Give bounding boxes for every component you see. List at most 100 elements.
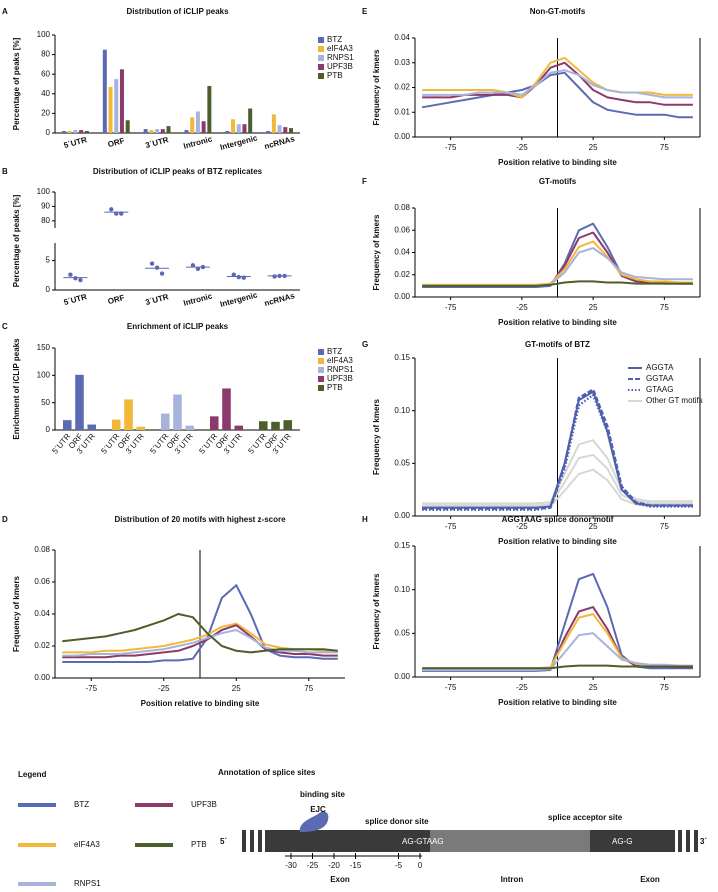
replicate-point bbox=[200, 264, 206, 270]
bar bbox=[207, 85, 212, 133]
legend-label: PTB bbox=[327, 383, 343, 392]
bar bbox=[234, 425, 244, 430]
legend-label: eIF4A3 bbox=[74, 840, 100, 849]
y-tick-label: 100 bbox=[37, 30, 51, 39]
bar bbox=[155, 129, 160, 133]
x-tick-label: Intronic bbox=[182, 134, 213, 150]
x-tick-label: Intronic bbox=[182, 291, 213, 307]
bar bbox=[271, 114, 276, 133]
panel-letter: F bbox=[362, 177, 367, 186]
panel-letter: H bbox=[362, 515, 368, 524]
bar bbox=[108, 86, 113, 133]
bar bbox=[166, 126, 171, 133]
legend-label: RNPS1 bbox=[327, 53, 354, 62]
end-stripe bbox=[242, 830, 246, 852]
y-tick-label: 0.08 bbox=[394, 203, 410, 212]
x-tick-label: Intergenic bbox=[219, 133, 259, 152]
donor-sequence: AG-GTAAG bbox=[402, 837, 444, 846]
x-tick-label: -75 bbox=[445, 522, 457, 531]
y-tick-label: 80 bbox=[41, 216, 50, 225]
legend-label: PTB bbox=[191, 840, 207, 849]
y-tick-label: 60 bbox=[41, 69, 50, 78]
y-tick-label: 0.10 bbox=[394, 585, 410, 594]
x-axis-title: Position relative to binding site bbox=[498, 318, 617, 327]
legend-label: BTZ bbox=[74, 800, 89, 809]
bar bbox=[231, 119, 236, 133]
y-tick-label: 0.02 bbox=[394, 83, 410, 92]
bar bbox=[67, 131, 72, 133]
x-tick-label: 25 bbox=[589, 522, 598, 531]
legend-label: eIF4A3 bbox=[327, 356, 353, 365]
x-tick-label: ORF bbox=[107, 136, 126, 149]
y-tick-label: 0.03 bbox=[394, 58, 410, 67]
x-tick-label: 75 bbox=[660, 143, 669, 152]
y-axis-title: Percentage of peaks [%] bbox=[12, 37, 21, 130]
bar bbox=[248, 108, 253, 133]
x-axis-title: Position relative to binding site bbox=[141, 699, 260, 708]
x-tick-label: 75 bbox=[660, 522, 669, 531]
y-tick-label: 0.01 bbox=[394, 107, 410, 116]
end-stripe bbox=[258, 830, 262, 852]
y-axis-title: Frequency of kmers bbox=[372, 573, 381, 650]
x-axis-title: Position relative to binding site bbox=[498, 537, 617, 546]
series-line bbox=[62, 584, 338, 663]
x-tick-label: 25 bbox=[232, 684, 241, 693]
legend-label: GTAAG bbox=[646, 385, 673, 394]
y-tick-label: 0.15 bbox=[394, 353, 410, 362]
y-tick-label: 0.10 bbox=[394, 406, 410, 415]
series-line bbox=[422, 240, 693, 286]
replicate-point bbox=[241, 275, 246, 280]
bar bbox=[271, 421, 280, 430]
bar bbox=[236, 124, 241, 133]
series-line bbox=[422, 280, 693, 287]
panel-letter: E bbox=[362, 7, 368, 16]
intron-bar bbox=[430, 830, 590, 852]
y-tick-label: 0.15 bbox=[394, 541, 410, 550]
x-tick-label: Intergenic bbox=[219, 290, 259, 309]
y-axis-title: Frequency of kmers bbox=[372, 214, 381, 291]
intron-label: Intron bbox=[501, 875, 524, 884]
chart-title: Enrichment of iCLIP peaks bbox=[127, 322, 229, 331]
y-axis-title: Frequency of kmers bbox=[12, 575, 21, 652]
chart-title: Distribution of 20 motifs with highest z… bbox=[114, 515, 286, 524]
bar bbox=[84, 131, 89, 133]
legend-swatch bbox=[318, 46, 324, 52]
y-tick-label: 0.00 bbox=[394, 511, 410, 520]
x-tick-label: -25 bbox=[158, 684, 170, 693]
x-tick-label: 75 bbox=[660, 683, 669, 692]
y-tick-label: 0.00 bbox=[34, 673, 50, 682]
replicate-point bbox=[73, 276, 78, 281]
series-line bbox=[62, 624, 338, 659]
chart-title: GT-motifs bbox=[539, 177, 577, 186]
three-prime: 3´ bbox=[700, 837, 707, 846]
y-tick-label: 0.08 bbox=[34, 545, 50, 554]
x-tick-label: 5´UTR bbox=[63, 135, 88, 150]
replicate-point bbox=[149, 261, 155, 266]
legend-label: BTZ bbox=[327, 35, 342, 44]
y-tick-label: 40 bbox=[41, 89, 50, 98]
chart-title: GT-motifs of BTZ bbox=[525, 340, 590, 349]
chart-title: AGGTAAG splice donor motif bbox=[502, 515, 614, 524]
replicate-point bbox=[195, 266, 201, 272]
legend-title: Legend bbox=[18, 770, 47, 779]
y-tick-label: 0.06 bbox=[394, 225, 410, 234]
bar bbox=[283, 420, 293, 430]
ejc-shape bbox=[299, 811, 329, 832]
legend-swatch bbox=[318, 367, 324, 373]
x-tick-label: -75 bbox=[85, 684, 97, 693]
annotation-title: Annotation of splice sites bbox=[218, 768, 316, 777]
five-prime: 5´ bbox=[220, 837, 227, 846]
bar bbox=[111, 419, 121, 430]
legend-label: eIF4A3 bbox=[327, 44, 353, 53]
panel-letter: G bbox=[362, 340, 368, 349]
legend-label: GGTAA bbox=[646, 374, 674, 383]
x-tick-label: -75 bbox=[445, 303, 457, 312]
bar bbox=[119, 69, 124, 133]
y-tick-label: 0 bbox=[46, 285, 51, 294]
bar bbox=[149, 130, 154, 133]
bar bbox=[160, 413, 170, 430]
bar bbox=[242, 124, 247, 133]
x-tick-label: -25 bbox=[516, 683, 528, 692]
bar bbox=[73, 130, 78, 133]
bar bbox=[143, 129, 148, 133]
